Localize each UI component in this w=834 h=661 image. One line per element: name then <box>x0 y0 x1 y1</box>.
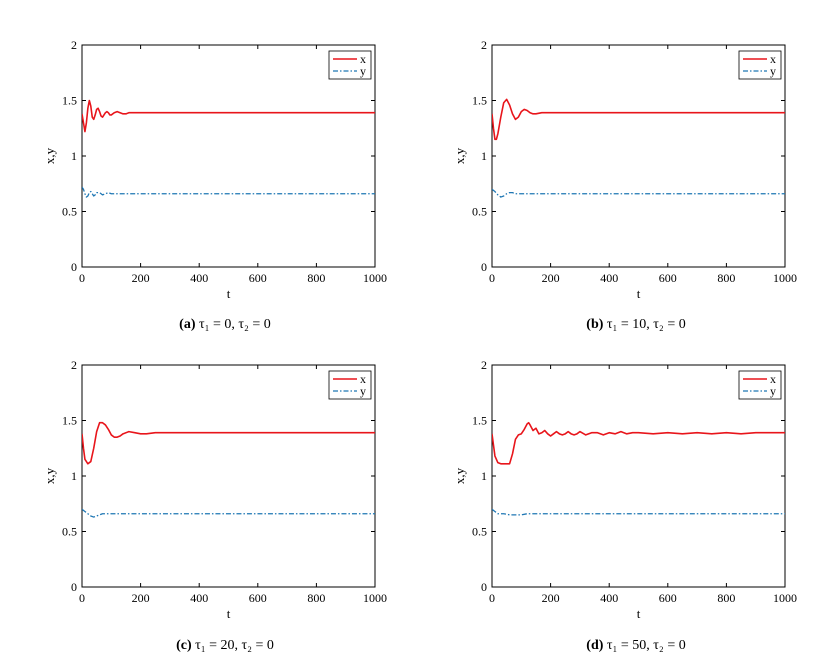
y-tick-label: 1 <box>481 149 487 163</box>
legend-box <box>328 50 372 80</box>
x-tick-label: 0 <box>489 271 495 285</box>
legend-label-x: x <box>770 372 776 386</box>
x-tick-label: 400 <box>190 591 208 605</box>
caption-letter: (d) <box>586 638 607 653</box>
y-tick-label: 2 <box>71 38 77 52</box>
y-tick-label: 0 <box>481 580 487 594</box>
y-tick-label: 0 <box>481 260 487 274</box>
panel-caption: (c) τ₁ = 20, τ₂ = 0 <box>176 638 274 653</box>
x-tick-label: 200 <box>542 271 560 285</box>
y-tick-label: 1.5 <box>62 94 77 108</box>
legend: xy <box>328 50 372 80</box>
caption-text: τ₁ = 10, τ₂ = 0 <box>607 317 686 332</box>
caption-letter: (a) <box>179 317 199 332</box>
series-line-y <box>492 508 785 516</box>
caption-text: τ₁ = 20, τ₂ = 0 <box>195 638 274 653</box>
x-axis-label: t <box>637 286 641 301</box>
panel-caption: (b) τ₁ = 10, τ₂ = 0 <box>586 317 685 332</box>
legend: xy <box>738 50 782 80</box>
legend-label-y: y <box>770 64 776 78</box>
series-line-x <box>492 98 785 141</box>
x-tick-label: 0 <box>79 271 85 285</box>
y-tick-label: 1 <box>481 469 487 483</box>
series-line-y <box>82 508 375 518</box>
x-tick-label: 200 <box>132 271 150 285</box>
chart-panel-d: 0 200 400 600 800 1000 0 0.5 1 1.5 2 t x,y xy (d) τ₁ =… <box>452 358 797 653</box>
chart-panel-c: 0 200 400 600 800 1000 0 0.5 1 1.5 2 t x,y xy (c) τ₁ =… <box>42 358 387 653</box>
x-tick-label: 1000 <box>363 271 387 285</box>
y-axis-label: x,y <box>42 147 57 164</box>
series-line-y <box>82 186 375 198</box>
series-line-y <box>492 188 785 198</box>
y-tick-label: 0.5 <box>472 205 487 219</box>
y-tick-label: 1 <box>71 469 77 483</box>
y-tick-label: 2 <box>481 358 487 372</box>
legend-label-y: y <box>360 384 366 398</box>
chart-panel-b: 0 200 400 600 800 1000 0 0.5 1 1.5 2 t x,y xy (b) τ₁ =… <box>452 38 797 332</box>
x-tick-label: 800 <box>307 591 325 605</box>
legend-box <box>738 50 782 80</box>
series-line-x <box>82 421 375 465</box>
x-tick-label: 1000 <box>773 271 797 285</box>
y-tick-label: 2 <box>71 358 77 372</box>
x-tick-label: 1000 <box>363 591 387 605</box>
y-tick-label: 0.5 <box>62 525 77 539</box>
legend-label-x: x <box>360 372 366 386</box>
x-tick-label: 200 <box>132 591 150 605</box>
y-tick-label: 0.5 <box>472 525 487 539</box>
legend-box <box>328 370 372 400</box>
x-tick-label: 200 <box>542 591 560 605</box>
x-tick-label: 600 <box>659 591 677 605</box>
x-tick-label: 600 <box>249 591 267 605</box>
x-tick-label: 0 <box>489 591 495 605</box>
x-axis-label: t <box>227 606 231 621</box>
legend-label-x: x <box>770 52 776 66</box>
x-tick-label: 1000 <box>773 591 797 605</box>
x-axis-label: t <box>637 606 641 621</box>
legend: xy <box>328 370 372 400</box>
x-tick-label: 400 <box>190 271 208 285</box>
caption-text: τ₁ = 0, τ₂ = 0 <box>199 317 271 332</box>
x-tick-label: 800 <box>717 591 735 605</box>
caption-text: τ₁ = 50, τ₂ = 0 <box>607 638 686 653</box>
x-tick-label: 800 <box>307 271 325 285</box>
y-tick-label: 2 <box>481 38 487 52</box>
y-tick-label: 0 <box>71 260 77 274</box>
legend-label-x: x <box>360 52 366 66</box>
caption-letter: (c) <box>176 638 195 653</box>
panel-caption: (d) τ₁ = 50, τ₂ = 0 <box>586 638 685 653</box>
legend-label-y: y <box>770 384 776 398</box>
legend-label-y: y <box>360 64 366 78</box>
y-tick-label: 1.5 <box>472 94 487 108</box>
x-tick-label: 400 <box>600 271 618 285</box>
x-tick-label: 600 <box>249 271 267 285</box>
y-axis-label: x,y <box>42 467 57 484</box>
y-axis-label: x,y <box>452 467 467 484</box>
y-axis-label: x,y <box>452 147 467 164</box>
y-tick-label: 0 <box>71 580 77 594</box>
series-line-x <box>82 99 375 133</box>
x-tick-label: 800 <box>717 271 735 285</box>
x-tick-label: 600 <box>659 271 677 285</box>
x-tick-label: 400 <box>600 591 618 605</box>
legend: xy <box>738 370 782 400</box>
x-tick-label: 0 <box>79 591 85 605</box>
x-axis-label: t <box>227 286 231 301</box>
y-tick-label: 1.5 <box>472 414 487 428</box>
y-tick-label: 1.5 <box>62 414 77 428</box>
y-tick-label: 1 <box>71 149 77 163</box>
caption-letter: (b) <box>586 317 607 332</box>
series-line-x <box>492 421 785 465</box>
legend-box <box>738 370 782 400</box>
y-tick-label: 0.5 <box>62 205 77 219</box>
panel-caption: (a) τ₁ = 0, τ₂ = 0 <box>179 317 271 332</box>
chart-panel-a: 0 200 400 600 800 1000 0 0.5 1 1.5 2 t x,y xy (a) τ₁ =… <box>42 38 387 332</box>
